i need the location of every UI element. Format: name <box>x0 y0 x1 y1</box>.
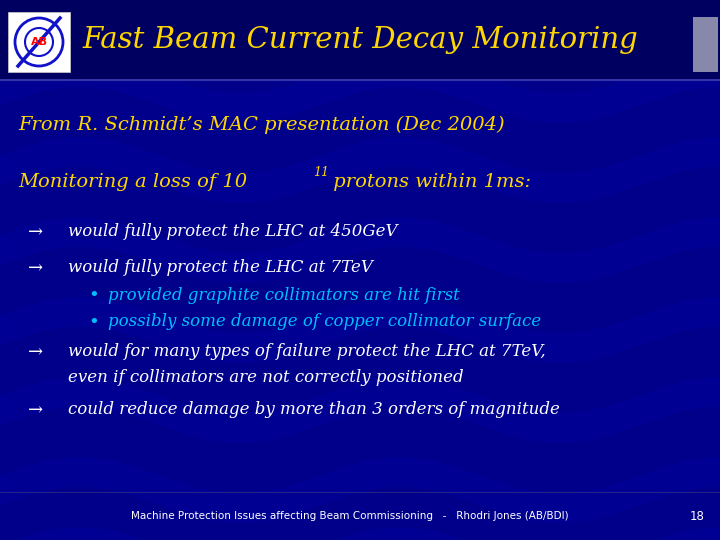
Text: could reduce damage by more than 3 orders of magnitude: could reduce damage by more than 3 order… <box>68 402 560 418</box>
Text: would fully protect the LHC at 7TeV: would fully protect the LHC at 7TeV <box>68 260 373 276</box>
Text: AB: AB <box>30 37 48 47</box>
Text: 18: 18 <box>690 510 705 523</box>
Text: would fully protect the LHC at 450GeV: would fully protect the LHC at 450GeV <box>68 224 397 240</box>
Bar <box>693 17 718 72</box>
Text: even if collimators are not correctly positioned: even if collimators are not correctly po… <box>68 368 464 386</box>
Text: protons within 1ms:: protons within 1ms: <box>327 173 531 191</box>
Text: •: • <box>88 286 99 304</box>
Text: →: → <box>28 223 43 241</box>
Text: →: → <box>28 401 43 419</box>
Text: →: → <box>28 343 43 361</box>
Bar <box>8 12 70 72</box>
Text: possibly some damage of copper collimator surface: possibly some damage of copper collimato… <box>108 314 541 330</box>
Text: •: • <box>88 313 99 331</box>
Text: provided graphite collimators are hit first: provided graphite collimators are hit fi… <box>108 287 460 303</box>
Text: →: → <box>28 259 43 277</box>
Bar <box>0 0 720 80</box>
Text: Monitoring a loss of 10: Monitoring a loss of 10 <box>18 173 247 191</box>
Text: Machine Protection Issues affecting Beam Commissioning   -   Rhodri Jones (AB/BD: Machine Protection Issues affecting Beam… <box>131 511 569 521</box>
Text: 11: 11 <box>313 166 329 179</box>
Text: Fast Beam Current Decay Monitoring: Fast Beam Current Decay Monitoring <box>82 26 638 54</box>
Text: would for many types of failure protect the LHC at 7TeV,: would for many types of failure protect … <box>68 343 546 361</box>
Text: From R. Schmidt’s MAC presentation (Dec 2004): From R. Schmidt’s MAC presentation (Dec … <box>18 116 505 134</box>
